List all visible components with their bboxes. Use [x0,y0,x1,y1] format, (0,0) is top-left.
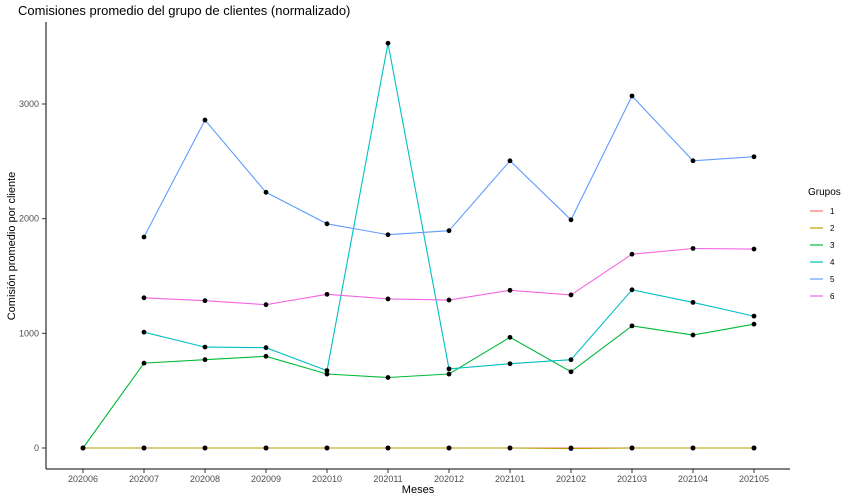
data-point-6 [385,296,391,302]
data-point-4 [751,313,757,319]
data-point-5 [141,234,147,240]
y-tick-label: 3000 [19,99,39,109]
data-point-3 [690,332,696,338]
data-point-6 [263,302,269,308]
data-point-2 [751,445,757,451]
x-tick-label: 202011 [373,474,402,484]
data-point-2 [629,445,635,451]
data-point-3 [507,334,513,340]
data-point-4 [629,287,635,293]
series-line-4 [143,43,755,372]
data-point-5 [690,158,696,164]
x-axis-ticks: 202006 202007 202008 202009 202010 202011 2020… [68,469,769,484]
y-tick-label: 1000 [19,328,39,338]
data-point-4 [324,368,330,373]
series-line-5 [143,95,755,238]
x-tick-label: 202105 [739,474,769,484]
data-point-6 [141,295,147,301]
y-axis-title: Comisión promedio por cliente [6,172,18,321]
data-point-2 [385,445,391,451]
legend-title: Grupos [808,187,841,198]
data-point-3 [629,323,635,329]
legend-label-5: 5 [830,275,835,284]
data-point-6 [324,291,330,297]
legend-label-1: 1 [830,207,835,216]
data-point-3 [751,321,757,327]
data-point-6 [629,251,635,257]
data-point-3 [385,375,391,380]
y-axis-ticks: 0 1000 2000 3000 [19,99,46,453]
data-point-4 [507,361,513,367]
legend-label-6: 6 [830,292,835,301]
data-point-4 [202,344,208,350]
data-point-2 [324,445,330,451]
data-point-3 [202,357,208,363]
data-point-6 [690,246,696,251]
data-point-5 [751,154,757,160]
x-tick-label: 202103 [617,474,647,484]
legend: Grupos 1 2 3 4 5 6 [808,187,841,301]
data-point-3 [263,353,269,359]
x-axis-title: Meses [402,484,435,496]
data-point-6 [202,298,208,304]
data-point-5 [385,232,391,238]
data-point-3 [446,371,452,377]
data-point-6 [751,246,757,252]
data-point-3 [324,371,330,377]
data-point-5 [446,228,452,234]
data-point-2 [568,446,574,451]
series-line-2 [83,447,754,450]
chart-title: Comisiones promedio del grupo de cliente… [18,3,350,18]
x-tick-label: 202006 [68,474,98,484]
y-tick-label: 2000 [19,214,39,224]
data-point-5 [263,189,269,195]
data-point-2 [263,445,269,451]
x-tick-label: 202007 [129,474,159,484]
data-point-3 [80,445,86,451]
data-point-6 [568,292,574,298]
data-point-5 [324,221,330,227]
x-tick-label: 202104 [678,474,708,484]
legend-label-2: 2 [830,224,835,233]
data-point-6 [446,297,452,303]
data-point-4 [385,40,391,46]
data-point-3 [568,369,574,375]
series-line-3 [82,323,755,449]
x-tick-label: 202102 [556,474,586,484]
x-tick-label: 202009 [251,474,281,484]
data-point-4 [446,366,452,372]
data-point-4 [141,329,147,335]
data-point-2 [141,445,147,451]
data-point-4 [690,299,696,305]
data-point-2 [690,445,696,451]
x-tick-label: 202008 [190,474,220,484]
data-point-4 [263,345,269,351]
x-tick-label: 202101 [495,474,525,484]
data-point-5 [629,93,635,99]
y-tick-label: 0 [34,443,39,453]
data-point-2 [446,445,452,451]
x-tick-label: 202010 [312,474,342,484]
x-tick-label: 202012 [434,474,464,484]
data-point-2 [507,445,513,451]
data-point-5 [568,217,574,223]
legend-label-3: 3 [830,241,835,250]
data-point-3 [141,360,147,366]
data-point-4 [568,357,574,363]
data-point-6 [507,287,513,293]
data-point-5 [202,117,208,123]
data-point-2 [202,445,208,451]
data-point-5 [507,158,513,164]
legend-label-4: 4 [830,258,835,267]
plot-area [80,40,757,451]
